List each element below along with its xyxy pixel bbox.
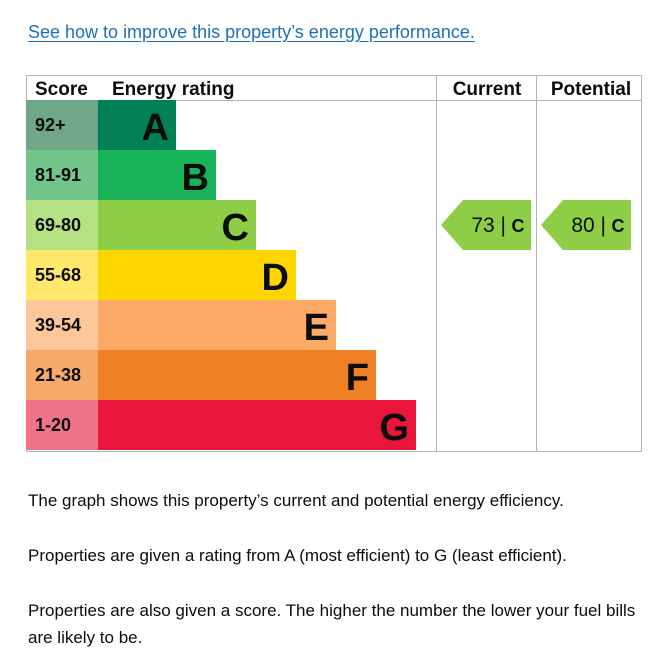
band-bar-e (98, 300, 336, 350)
band-bar-f (98, 350, 376, 400)
band-score-a: 92+ (35, 115, 66, 135)
potential-rating-indicator: 80 | C (541, 200, 631, 250)
band-letter-d: D (262, 257, 289, 299)
band-letter-g: G (379, 407, 409, 449)
band-score-c: 69-80 (35, 215, 81, 235)
current-rating-indicator: 73 | C (441, 200, 531, 250)
band-bar-g (98, 400, 416, 450)
band-score-cell-g (26, 400, 98, 450)
header-energy-rating: Energy rating (112, 79, 234, 100)
band-score-b: 81-91 (35, 165, 81, 185)
energy-rating-chart: Score Energy rating Current Potential 92… (26, 75, 642, 452)
band-letter-b: B (182, 157, 209, 199)
chart-description: The graph shows this property’s current … (28, 491, 564, 510)
band-score-cell-f (26, 350, 98, 400)
header-potential: Potential (551, 79, 631, 100)
header-score: Score (35, 79, 88, 100)
band-score-cell-b (26, 150, 98, 200)
band-letter-a: A (142, 107, 169, 149)
band-letter-f: F (346, 357, 369, 399)
band-bar-a (98, 100, 176, 150)
band-score-cell-d (26, 250, 98, 300)
band-score-cell-c (26, 200, 98, 250)
header-current: Current (453, 79, 522, 100)
band-bar-d (98, 250, 296, 300)
rating-bands: 92+ A 81-91 B 69-80 C 55-68 D 39-54 E 21-38 F 1-20 G (26, 100, 416, 450)
current-rating-arrow (441, 200, 531, 250)
band-score-f: 21-38 (35, 365, 81, 385)
improve-energy-link[interactable]: See how to improve this property’s energ… (28, 22, 475, 42)
band-letter-e: E (304, 307, 329, 349)
potential-rating-arrow (541, 200, 631, 250)
potential-rating-value: 80 | (571, 214, 606, 237)
band-score-cell-e (26, 300, 98, 350)
potential-rating-letter: C (612, 216, 625, 236)
band-bar-b (98, 150, 216, 200)
current-rating-letter: C (512, 216, 525, 236)
band-score-cell-a (26, 100, 98, 150)
current-rating-value: 73 | (471, 214, 506, 237)
chart-headers: Score Energy rating Current Potential (35, 79, 631, 100)
band-score-e: 39-54 (35, 315, 81, 335)
score-explanation: Properties are also given a score. The h… (28, 601, 636, 647)
rating-explanation: Properties are given a rating from A (mo… (28, 546, 567, 565)
band-letter-c: C (222, 207, 249, 249)
band-bar-c (98, 200, 256, 250)
band-score-g: 1-20 (35, 415, 71, 435)
band-score-d: 55-68 (35, 265, 81, 285)
